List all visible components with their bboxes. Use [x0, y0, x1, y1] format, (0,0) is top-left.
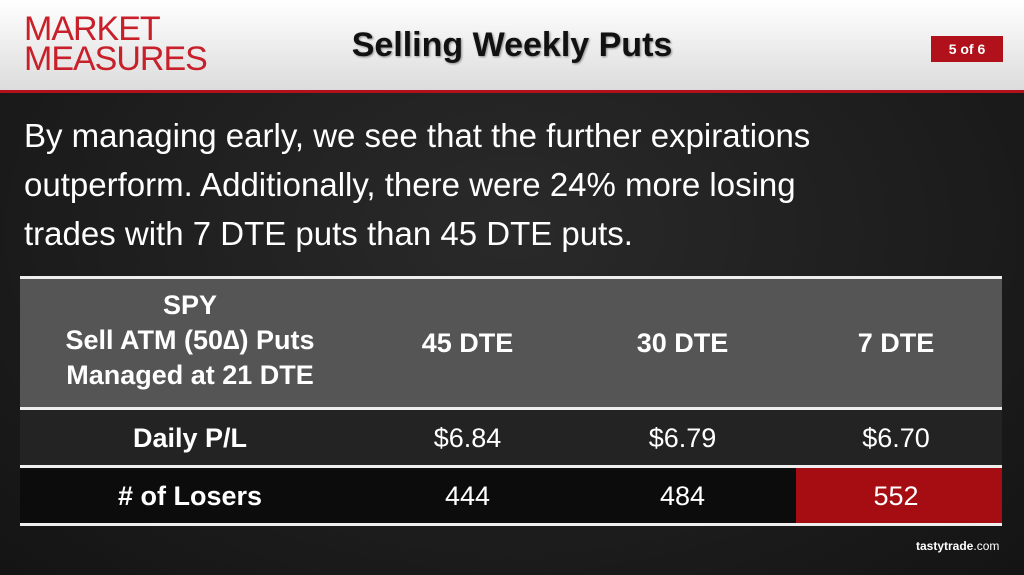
rule: [20, 523, 1002, 526]
logo-line: MEASURES: [24, 40, 208, 78]
body-line: By managing early, we see that the furth…: [24, 117, 811, 154]
row-header: Daily P/L: [132, 422, 248, 453]
table-cell: $6.79: [648, 422, 717, 453]
column-header: 30 DTE: [636, 327, 729, 358]
brand-suffix: .com: [973, 539, 1000, 553]
corner-line: SPY: [162, 290, 218, 320]
column-header: 7 DTE: [857, 327, 935, 358]
corner-line: Managed at 21 DTE: [66, 360, 314, 390]
table-cell: 484: [659, 480, 706, 511]
header-row: [20, 278, 1002, 408]
highlight-cell: [796, 468, 1002, 524]
slide-title: Selling Weekly Puts: [351, 26, 673, 64]
corner-line: Sell ATM (50∆) Puts: [65, 325, 315, 355]
table-cell: $6.70: [862, 422, 930, 453]
brand: tastytrade.com: [916, 539, 999, 553]
logo-line: MARKET: [24, 10, 161, 48]
table-cell: 552: [873, 480, 919, 511]
body-line: trades with 7 DTE puts than 45 DTE puts.: [24, 215, 633, 252]
page-indicator: 5 of 6: [931, 36, 1003, 62]
rule: [20, 465, 1002, 468]
row-header: # of Losers: [117, 480, 263, 511]
column-header: 45 DTE: [421, 327, 514, 358]
body-line: outperform. Additionally, there were 24%…: [24, 166, 796, 203]
brand-name: tastytrade: [916, 539, 974, 553]
rule: [20, 276, 1002, 279]
table-cell: 444: [444, 480, 491, 511]
table-cell: $6.84: [433, 422, 502, 453]
corner-header: SPY Sell ATM (50∆) Puts Managed at 21 DT…: [20, 288, 360, 393]
header: MARKET MEASURES Selling Weekly Puts 5 of…: [0, 0, 1024, 93]
rule: [20, 407, 1002, 410]
row: [20, 410, 1002, 466]
